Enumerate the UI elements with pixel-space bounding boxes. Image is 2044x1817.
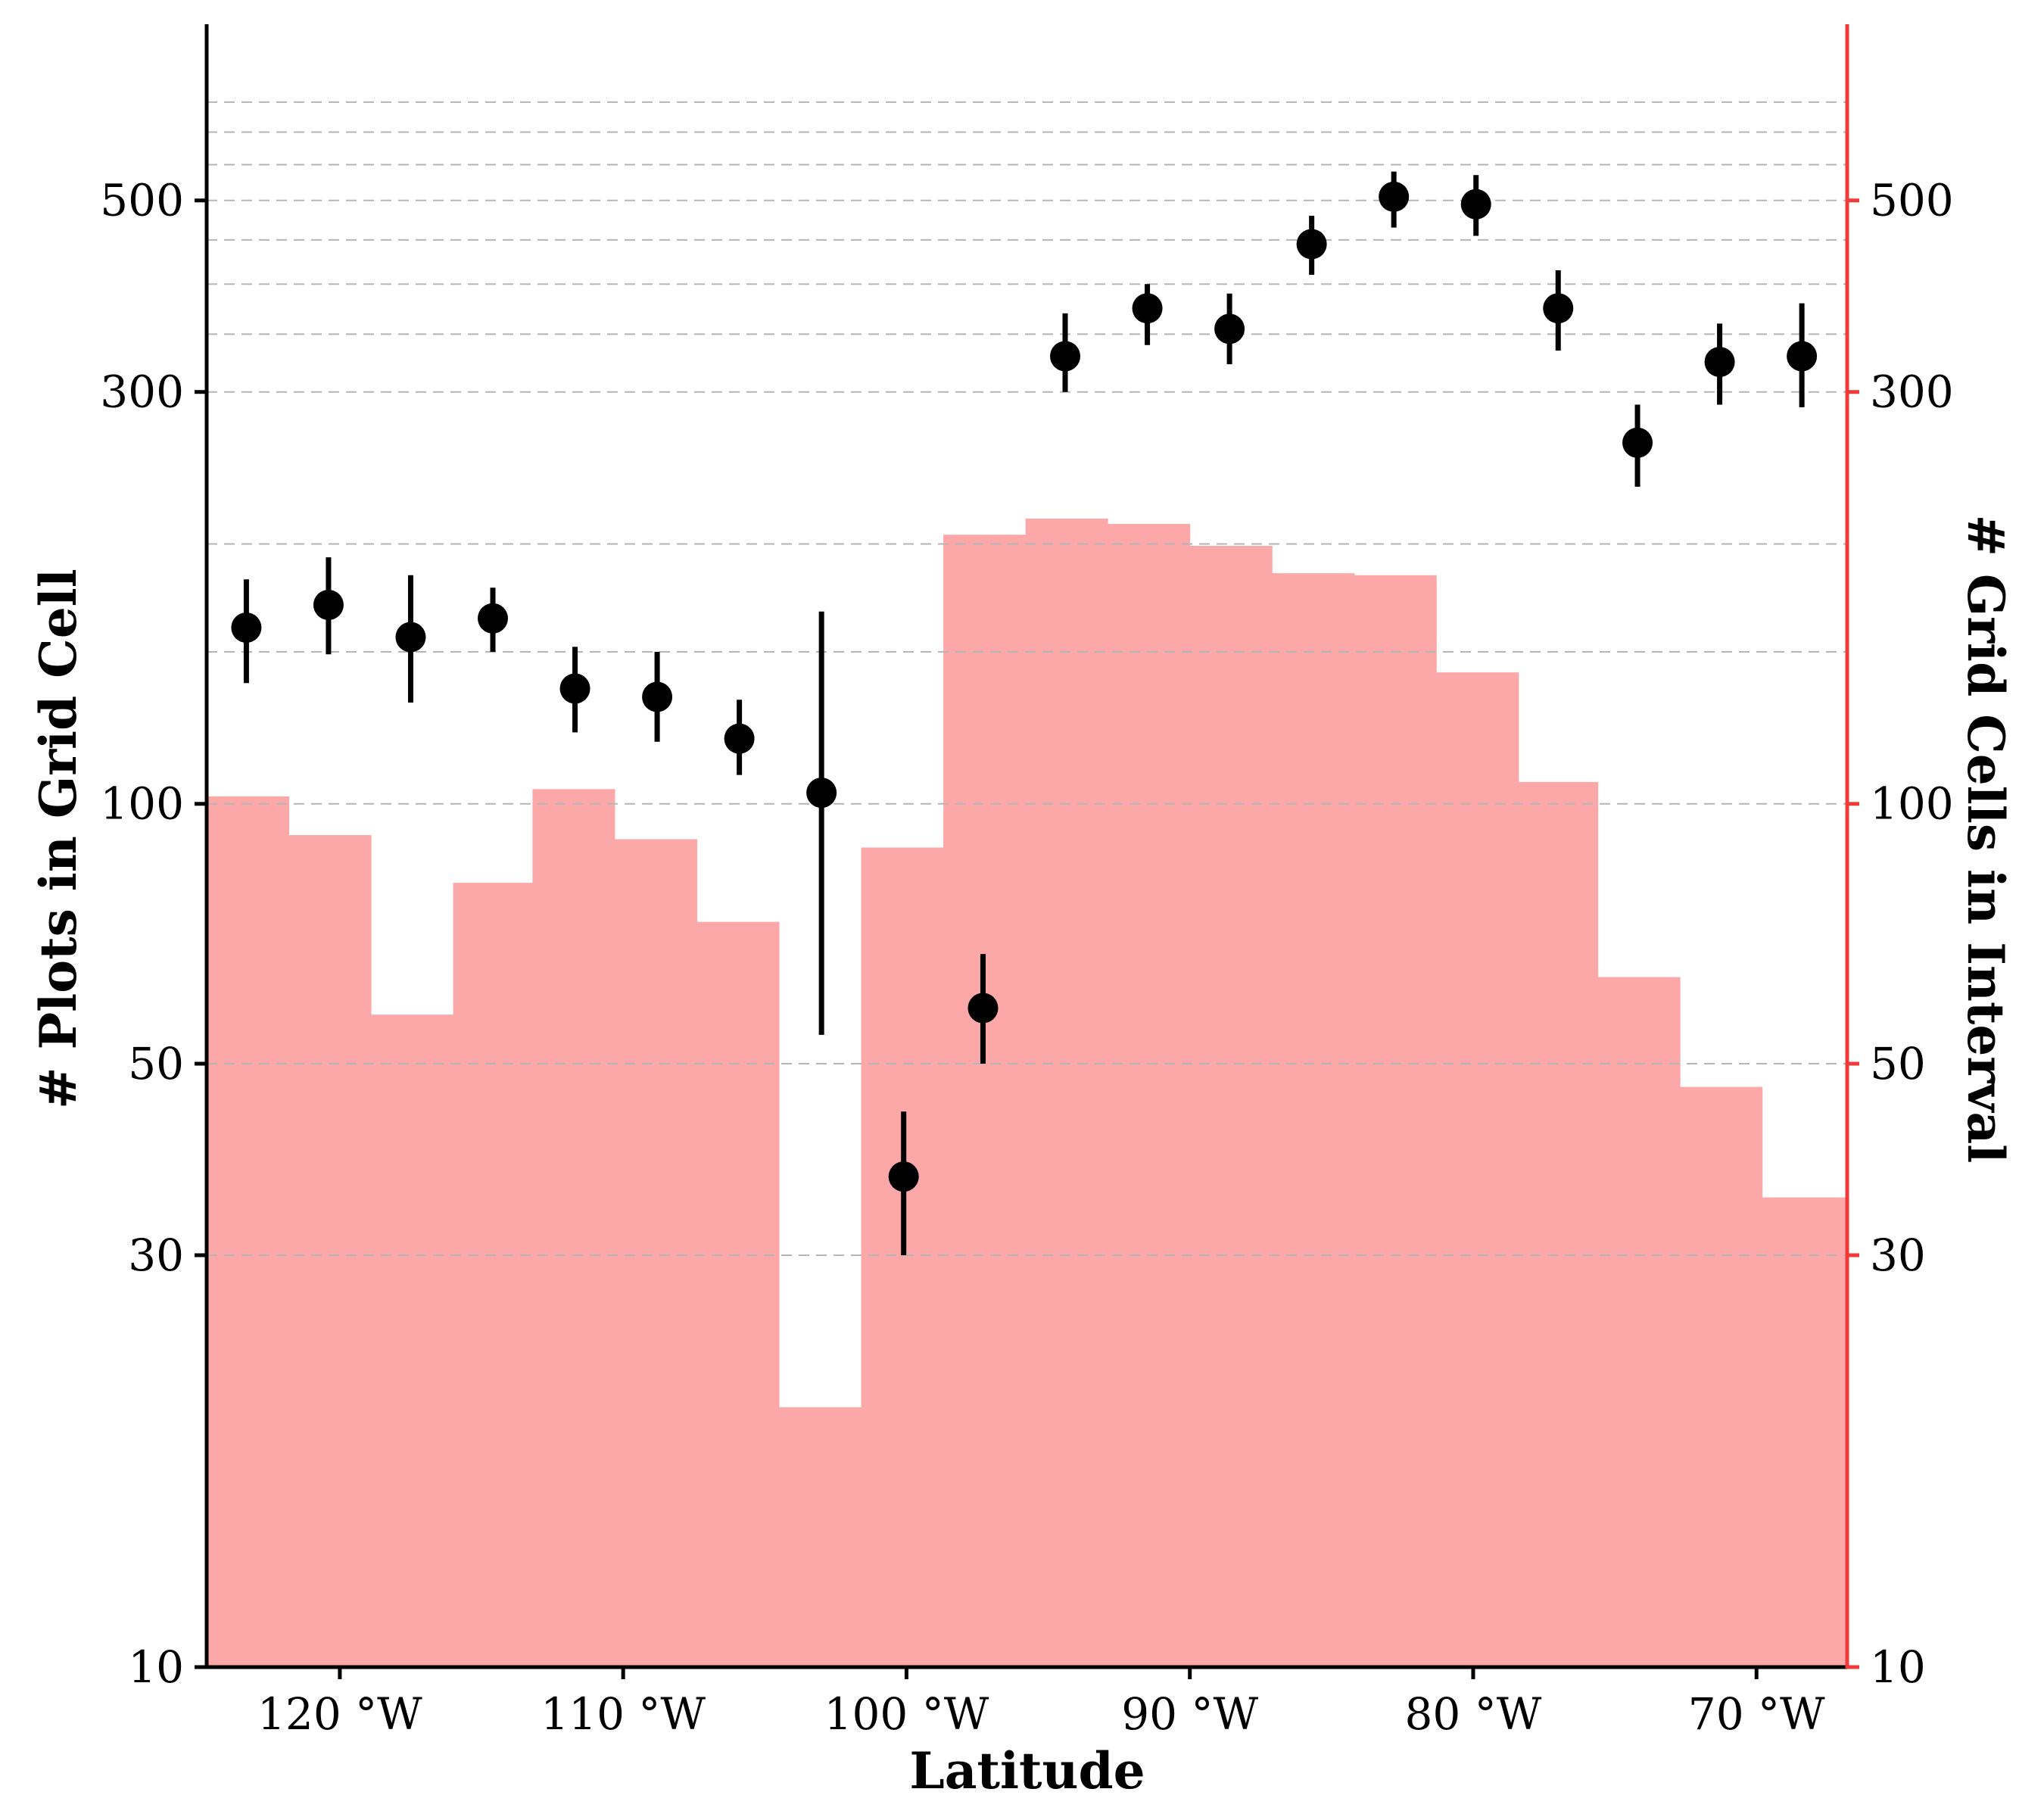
y-axis-title-left: # Plots in Grid Cell <box>29 569 88 1109</box>
histogram-bar <box>1025 518 1108 1667</box>
histogram-bar <box>696 921 780 1667</box>
histogram-bar <box>1354 575 1437 1667</box>
histogram-bar <box>614 839 697 1667</box>
y-left-tick-label: 50 <box>128 1038 184 1089</box>
data-point <box>1622 427 1653 458</box>
y-right-tick-label: 30 <box>1870 1230 1926 1281</box>
y-left-tick-label: 10 <box>128 1641 184 1693</box>
x-tick-label: 100 °W <box>824 1688 989 1740</box>
data-point <box>395 622 426 653</box>
y-right-tick-label: 100 <box>1870 778 1954 830</box>
data-point <box>1379 181 1410 212</box>
histogram-bar <box>1108 523 1191 1667</box>
data-point <box>313 589 344 620</box>
y-left-tick-label: 30 <box>128 1230 184 1281</box>
histogram-bar <box>1436 672 1519 1667</box>
y-left-tick-label: 100 <box>100 778 184 830</box>
data-point <box>1543 293 1574 324</box>
ticks: 120 °W 110 °W 100 °W 90 °W 80 °W 70 °W 10 30 50 1… <box>100 175 1953 1740</box>
data-point <box>1460 189 1491 220</box>
data-point <box>724 723 755 754</box>
x-tick-label: 70 °W <box>1688 1688 1825 1740</box>
histogram-bar <box>943 535 1027 1668</box>
data-point <box>806 778 837 809</box>
data-point <box>642 681 673 712</box>
y-left-tick-label: 300 <box>100 366 184 418</box>
histogram-bar <box>1680 1086 1763 1667</box>
x-tick-label: 110 °W <box>541 1688 706 1740</box>
data-point <box>1214 313 1245 344</box>
y-right-tick-label: 50 <box>1870 1038 1926 1089</box>
x-axis-title: Latitude <box>909 1741 1145 1800</box>
y-axis-title-right: # Grid Cells in Interval <box>1956 515 2015 1164</box>
histogram-bar <box>1272 573 1355 1667</box>
histogram-bar <box>1597 977 1681 1667</box>
data-point <box>231 612 262 644</box>
x-tick-label: 120 °W <box>257 1688 422 1740</box>
histogram-bar <box>1762 1197 1848 1667</box>
histogram-bar <box>371 1014 454 1667</box>
histogram-bar <box>207 796 290 1667</box>
histogram-bar <box>779 1407 862 1667</box>
data-point <box>1132 293 1163 324</box>
data-point <box>559 673 590 704</box>
y-right-tick-label: 300 <box>1870 366 1954 418</box>
data-point <box>478 603 509 634</box>
gridlines <box>207 101 1847 1256</box>
y-left-tick-label: 500 <box>100 175 184 226</box>
histogram-bar <box>1189 545 1273 1667</box>
histogram-bar <box>861 847 944 1667</box>
histogram-bars <box>207 518 1848 1668</box>
data-point <box>967 993 999 1024</box>
histogram-bar <box>532 789 615 1667</box>
data-point <box>1787 341 1818 372</box>
x-tick-label: 90 °W <box>1121 1688 1258 1740</box>
data-point <box>1050 341 1081 372</box>
histogram-bar <box>453 883 533 1667</box>
y-right-tick-label: 500 <box>1870 175 1954 226</box>
y-right-tick-label: 10 <box>1870 1641 1926 1693</box>
data-point <box>1296 229 1327 260</box>
histogram-bar <box>1518 781 1599 1667</box>
x-tick-label: 80 °W <box>1405 1688 1542 1740</box>
axes <box>204 24 1849 1669</box>
data-points <box>231 171 1818 1255</box>
histogram-bar <box>288 835 372 1667</box>
data-point <box>888 1161 919 1192</box>
data-point <box>1704 347 1735 378</box>
